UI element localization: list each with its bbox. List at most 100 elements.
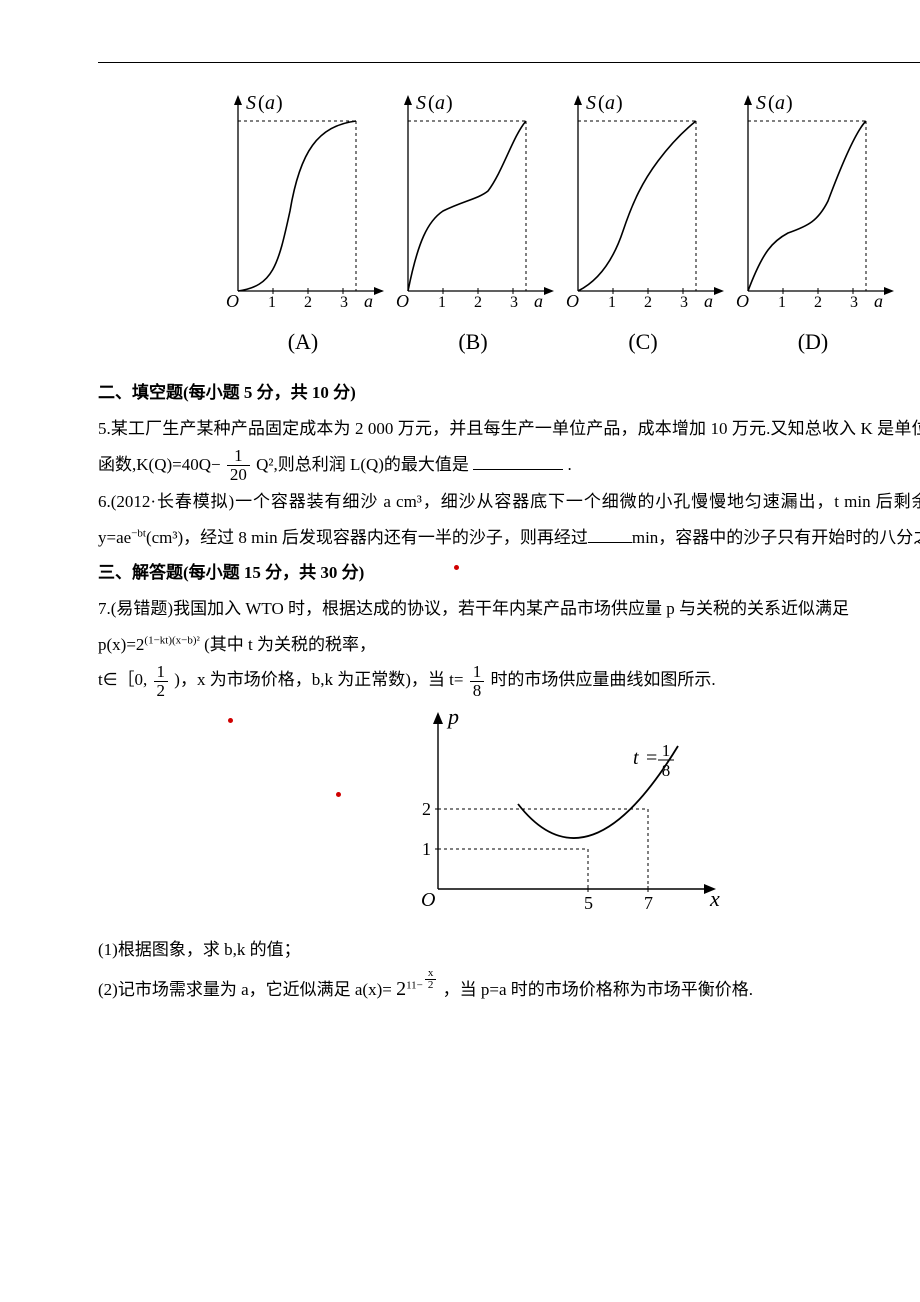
q7-sub2-b: ，当 p=a 时的市场价格称为市场平衡价格. (443, 980, 753, 999)
svg-text:a: a (364, 291, 373, 311)
graph-d: S ( a ) O 1 2 3 a (D) (728, 91, 898, 365)
q5-fraction: 1 20 (227, 447, 250, 484)
svg-text:1: 1 (662, 741, 671, 760)
svg-text:(: ( (258, 92, 265, 114)
svg-text:O: O (226, 291, 239, 311)
q7-sub2-base: 2 (396, 978, 406, 1000)
graph-c: S ( a ) O 1 2 3 a (C) (558, 91, 728, 365)
q7-line3: t∈［0, 1 2 )，x 为市场价格，b,k 为正常数)，当 t= 1 8 时… (98, 662, 920, 699)
q7-ylabel: p (446, 704, 459, 729)
section-3-heading: 三、解答题(每小题 15 分，共 30 分) (98, 555, 920, 591)
q7-l3b: )，x 为市场价格，b,k 为正常数)，当 t= (174, 670, 463, 689)
graph-b-svg: S ( a ) O 1 2 3 a (388, 91, 558, 311)
q7-frac2-num: 1 (470, 663, 485, 682)
q5-blank[interactable] (473, 452, 563, 470)
svg-text:7: 7 (644, 893, 653, 913)
page-number: 2 (98, 1058, 920, 1090)
graph-b: S ( a ) O 1 2 3 a (B) (388, 91, 558, 365)
svg-text:5: 5 (584, 893, 593, 913)
graph-a-svg: S ( a ) O 1 2 3 a (218, 91, 388, 311)
q7-sub2-exp-prefix: 11− (406, 979, 423, 991)
choice-graphs-row: S ( a ) O 1 2 3 a (A) S ( a (98, 91, 920, 365)
svg-text:O: O (396, 291, 409, 311)
svg-text:1: 1 (438, 294, 446, 311)
svg-text:S: S (756, 92, 766, 114)
q5-text: 5.某工厂生产某种产品固定成本为 2 000 万元，并且每生产一单位产品，成本增… (98, 411, 920, 484)
q7-sub1: (1)根据图象，求 b,k 的值； (98, 932, 920, 968)
top-horizontal-rule (98, 62, 920, 63)
svg-text:1: 1 (608, 294, 616, 311)
svg-text:3: 3 (850, 294, 858, 311)
svg-text:): ) (446, 92, 453, 114)
graph-b-label: (B) (458, 319, 487, 365)
q7-frac1: 1 2 (154, 663, 169, 700)
svg-text:3: 3 (340, 294, 348, 311)
q7-formula-prefix: p(x)= (98, 635, 136, 654)
svg-text:2: 2 (814, 294, 822, 311)
graph-c-svg: S ( a ) O 1 2 3 a (558, 91, 728, 311)
svg-text:O: O (736, 291, 749, 311)
svg-text:t: t (633, 747, 639, 769)
q6-exp: −bt (131, 527, 146, 539)
graph-d-svg: S ( a ) O 1 2 3 a (728, 91, 898, 311)
svg-text:2: 2 (644, 294, 652, 311)
svg-text:S: S (416, 92, 426, 114)
svg-text:): ) (276, 92, 283, 114)
svg-text:S: S (246, 92, 256, 114)
svg-text:): ) (786, 92, 793, 114)
graph-a-label: (A) (288, 319, 319, 365)
q7-frac1-num: 1 (154, 663, 169, 682)
q7-origin: O (421, 889, 435, 911)
q6-b: (cm³)，经过 8 min 后发现容器内还有一半的沙子，则再经过 (146, 528, 588, 547)
q6-blank[interactable] (588, 525, 632, 543)
q7-sub2-exp-frac: x2 (425, 968, 437, 992)
svg-text:S: S (586, 92, 596, 114)
q6-text: 6.(2012·长春模拟)一个容器装有细沙 a cm³，细沙从容器底下一个细微的… (98, 484, 920, 555)
section-2-heading: 二、填空题(每小题 5 分，共 10 分) (98, 375, 920, 411)
q7-frac2-den: 8 (470, 682, 485, 700)
svg-text:a: a (265, 92, 275, 114)
q5-b: Q²,则总利润 L(Q)的最大值是 (256, 455, 469, 474)
graph-a: S ( a ) O 1 2 3 a (A) (218, 91, 388, 365)
artifact-dot (228, 718, 233, 723)
svg-text:(: ( (428, 92, 435, 114)
graph-c-label: (C) (628, 319, 657, 365)
svg-text:(: ( (768, 92, 775, 114)
q7-frac2: 1 8 (470, 663, 485, 700)
q7-sub2-a: (2)记市场需求量为 a，它近似满足 a(x)= (98, 980, 392, 999)
svg-text:1: 1 (268, 294, 276, 311)
q7-frac1-den: 2 (154, 682, 169, 700)
svg-text:1: 1 (422, 839, 431, 859)
q7-formula-suffix: (其中 t 为关税的税率， (204, 635, 376, 654)
svg-text:a: a (704, 291, 713, 311)
svg-text:a: a (605, 92, 615, 114)
svg-text:3: 3 (680, 294, 688, 311)
q7-sub2: (2)记市场需求量为 a，它近似满足 a(x)= 211−x2 ，当 p=a 时… (98, 968, 920, 1010)
q7-line1: 7.(易错题)我国加入 WTO 时，根据达成的协议，若干年内某产品市场供应量 p… (98, 591, 920, 627)
q5-frac-num: 1 (227, 447, 250, 466)
q7-l3a: t∈［0, (98, 670, 147, 689)
svg-text:a: a (874, 291, 883, 311)
svg-text:a: a (775, 92, 785, 114)
q7-formula-exp: (1−kt)(x−b)² (144, 634, 199, 646)
svg-text:2: 2 (474, 294, 482, 311)
artifact-dot (454, 565, 459, 570)
q7-l3c: 时的市场供应量曲线如图所示. (490, 670, 715, 689)
q7-chart-container: p x O 1 2 5 7 t = 1 8 (98, 704, 920, 924)
svg-text:2: 2 (422, 799, 431, 819)
q7-formula-line: p(x)=2(1−kt)(x−b)² (其中 t 为关税的税率， (98, 627, 920, 663)
q7-sub2-exp-den: 2 (425, 980, 437, 992)
svg-text:1: 1 (778, 294, 786, 311)
artifact-dot (336, 792, 341, 797)
svg-text:8: 8 (662, 761, 671, 780)
svg-text:3: 3 (510, 294, 518, 311)
svg-text:a: a (435, 92, 445, 114)
q5-period: . (567, 455, 571, 474)
q5-frac-den: 20 (227, 466, 250, 484)
svg-text:2: 2 (304, 294, 312, 311)
svg-text:=: = (646, 747, 657, 769)
graph-d-label: (D) (798, 319, 829, 365)
q7-chart-svg: p x O 1 2 5 7 t = 1 8 (388, 704, 728, 924)
q6-c: min，容器中的沙子只有开始时的八分之一. (632, 528, 920, 547)
svg-text:(: ( (598, 92, 605, 114)
